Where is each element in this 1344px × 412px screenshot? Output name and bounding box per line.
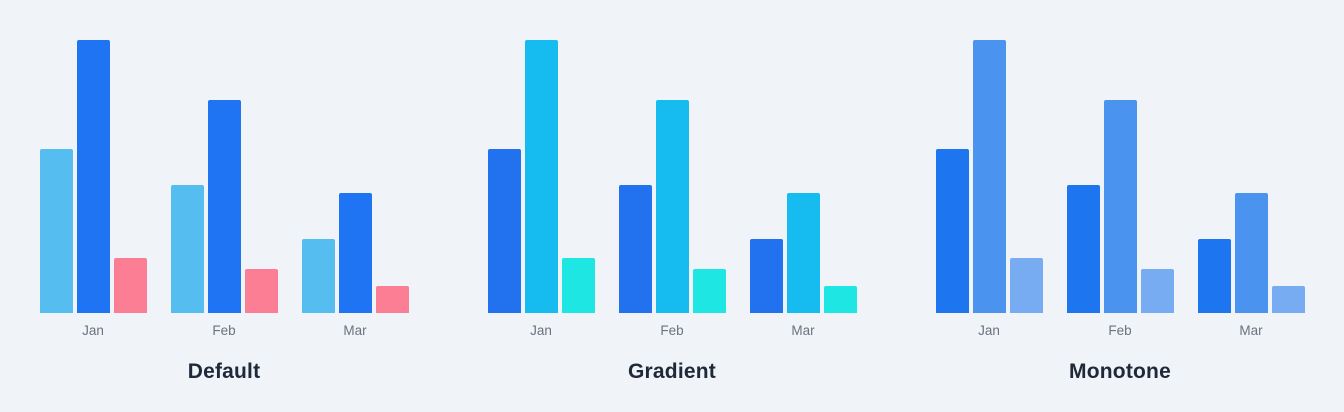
bar-series-1 xyxy=(1066,184,1100,313)
bar-series-3 xyxy=(1009,258,1043,313)
bar-series-1 xyxy=(301,239,335,313)
bar-series-3 xyxy=(1271,285,1305,313)
bar-plot xyxy=(448,40,896,313)
bar-group-mar xyxy=(749,40,857,313)
bar-group-mar xyxy=(1197,40,1305,313)
x-axis-label: Feb xyxy=(212,323,236,338)
bar-series-2 xyxy=(786,192,820,313)
x-axis-label: Mar xyxy=(1239,323,1263,338)
bar-series-3 xyxy=(561,258,595,313)
bar-group-jan xyxy=(39,40,147,313)
x-axis-label: Feb xyxy=(1108,323,1132,338)
x-axis: Jan Feb Mar xyxy=(448,321,896,340)
bar-series-3 xyxy=(375,285,409,313)
bar-series-2 xyxy=(972,40,1006,313)
bar-series-2 xyxy=(524,40,558,313)
bar-series-3 xyxy=(692,269,726,313)
bar-series-3 xyxy=(1140,269,1174,313)
bar-series-1 xyxy=(170,184,204,313)
bar-series-3 xyxy=(823,285,857,313)
bar-series-1 xyxy=(39,149,73,313)
chart-panel-default: Jan Feb Mar Default xyxy=(0,0,448,412)
bar-series-2 xyxy=(1234,192,1268,313)
bar-group-feb xyxy=(1066,40,1174,313)
bar-series-1 xyxy=(749,239,783,313)
x-axis: Jan Feb Mar xyxy=(0,321,448,340)
bar-plot xyxy=(0,40,448,313)
bar-group-feb xyxy=(618,40,726,313)
bar-series-2 xyxy=(655,100,689,313)
bar-group-mar xyxy=(301,40,409,313)
bar-series-1 xyxy=(935,149,969,313)
bar-group-feb xyxy=(170,40,278,313)
bar-series-1 xyxy=(487,149,521,313)
chart-title: Monotone xyxy=(1069,360,1171,383)
bar-series-2 xyxy=(76,40,110,313)
bar-group-jan xyxy=(935,40,1043,313)
bar-plot xyxy=(896,40,1344,313)
x-axis: Jan Feb Mar xyxy=(896,321,1344,340)
chart-title: Default xyxy=(187,360,261,383)
chart-panel-gradient: Jan Feb Mar Gradient xyxy=(448,0,896,412)
x-axis-label: Jan xyxy=(530,323,552,338)
x-axis-label: Feb xyxy=(660,323,684,338)
bar-group-jan xyxy=(487,40,595,313)
bar-series-3 xyxy=(113,258,147,313)
x-axis-label: Jan xyxy=(82,323,104,338)
x-axis-label: Jan xyxy=(978,323,1000,338)
chart-panel-monotone: Jan Feb Mar Monotone xyxy=(896,0,1344,412)
chart-title: Gradient xyxy=(628,360,716,383)
bar-series-3 xyxy=(244,269,278,313)
bar-series-1 xyxy=(1197,239,1231,313)
x-axis-label: Mar xyxy=(343,323,367,338)
bar-series-1 xyxy=(618,184,652,313)
x-axis-label: Mar xyxy=(791,323,815,338)
bar-series-2 xyxy=(338,192,372,313)
bar-series-2 xyxy=(1103,100,1137,313)
bar-series-2 xyxy=(207,100,241,313)
